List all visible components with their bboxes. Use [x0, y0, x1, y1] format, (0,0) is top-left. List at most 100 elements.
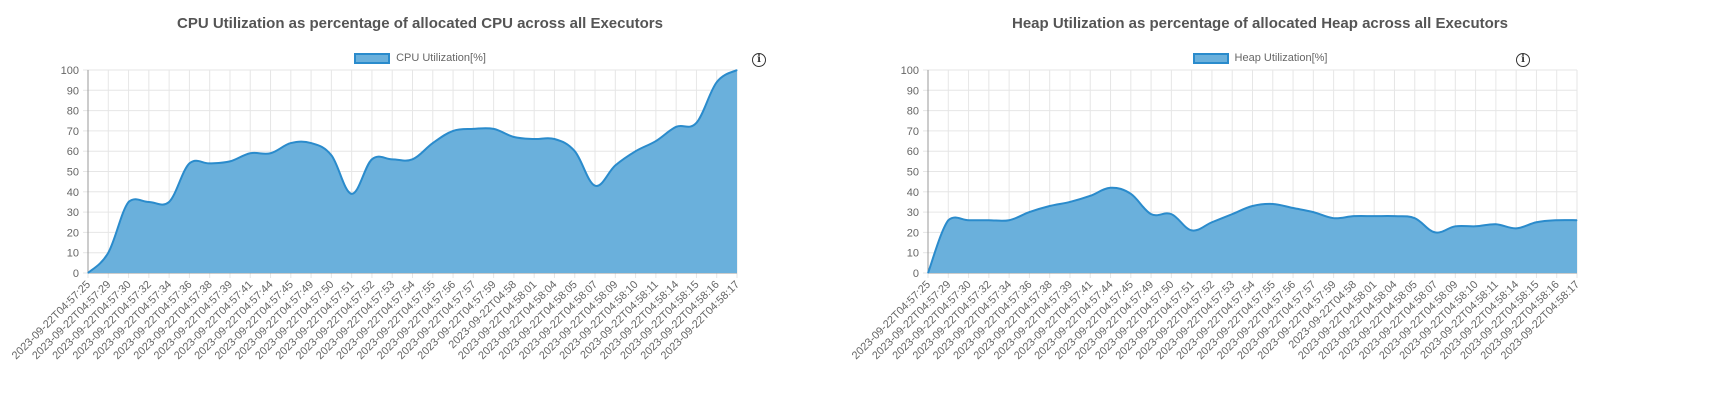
- data-point: [1434, 231, 1436, 233]
- y-tick-label: 20: [907, 227, 919, 239]
- data-point: [1110, 187, 1112, 189]
- data-point: [290, 142, 292, 144]
- data-point: [229, 160, 231, 162]
- chart-legend[interactable]: Heap Utilization[%]: [840, 52, 1680, 64]
- data-point: [553, 138, 555, 140]
- data-point: [1252, 205, 1253, 207]
- data-point: [594, 185, 596, 187]
- data-point: [1312, 211, 1314, 213]
- legend-label: Heap Utilization[%]: [1234, 52, 1328, 64]
- data-point: [1089, 195, 1091, 197]
- data-point: [1028, 211, 1030, 213]
- y-tick-label: 100: [901, 65, 919, 77]
- y-tick-label: 60: [67, 146, 79, 158]
- data-point: [1393, 215, 1395, 217]
- data-point: [1475, 225, 1477, 227]
- data-point: [1272, 203, 1274, 205]
- data-point: [1191, 229, 1193, 231]
- data-point: [533, 138, 535, 140]
- data-points: [927, 187, 1578, 274]
- chart-title: CPU Utilization as percentage of allocat…: [177, 15, 663, 32]
- chart-title: Heap Utilization as percentage of alloca…: [1011, 15, 1508, 32]
- data-point: [614, 164, 616, 166]
- data-point: [927, 272, 929, 274]
- info-icon[interactable]: i: [1516, 53, 1530, 67]
- data-point: [947, 219, 949, 221]
- data-point: [1535, 221, 1537, 223]
- data-point: [1150, 213, 1152, 215]
- data-point: [209, 162, 211, 164]
- data-point: [1576, 219, 1578, 221]
- data-point: [1170, 213, 1172, 215]
- data-point: [87, 272, 89, 274]
- data-point: [675, 126, 677, 128]
- data-point: [310, 142, 312, 144]
- info-icon[interactable]: i: [752, 53, 766, 67]
- data-points: [87, 69, 738, 274]
- data-point: [249, 152, 251, 154]
- y-tick-label: 10: [67, 248, 79, 260]
- data-point: [716, 81, 718, 83]
- y-tick-label: 10: [907, 248, 919, 260]
- data-point: [968, 219, 970, 221]
- legend-label: CPU Utilization[%]: [396, 52, 486, 64]
- heap-chart-panel: Heap Utilization as percentage of alloca…: [840, 0, 1680, 404]
- y-tick-label: 90: [907, 85, 919, 97]
- y-tick-label: 0: [73, 268, 79, 280]
- data-point: [1231, 213, 1233, 215]
- y-tick-label: 50: [907, 167, 919, 179]
- series-area: [928, 187, 1577, 273]
- data-point: [330, 154, 332, 156]
- legend-swatch: [354, 52, 391, 64]
- y-tick-label: 30: [67, 207, 79, 219]
- data-point: [1515, 227, 1517, 229]
- y-tick-label: 70: [907, 126, 919, 138]
- data-point: [1556, 219, 1558, 221]
- y-tick-label: 40: [67, 187, 79, 199]
- data-point: [574, 150, 576, 152]
- chart-legend[interactable]: CPU Utilization[%]: [0, 52, 840, 64]
- y-tick-label: 50: [67, 167, 79, 179]
- data-point: [412, 158, 413, 160]
- y-tick-label: 70: [67, 126, 79, 138]
- y-tick-label: 30: [907, 207, 919, 219]
- y-tick-label: 90: [67, 85, 79, 97]
- data-point: [188, 162, 190, 164]
- data-point: [168, 201, 170, 203]
- data-point: [1454, 225, 1456, 227]
- y-tick-label: 80: [907, 106, 919, 118]
- data-point: [432, 142, 434, 144]
- cpu-chart-panel: CPU Utilization as percentage of allocat…: [0, 0, 840, 404]
- data-point: [128, 201, 130, 203]
- data-point: [1069, 201, 1071, 203]
- y-tick-label: 0: [913, 268, 919, 280]
- y-tick-label: 20: [67, 227, 79, 239]
- y-tick-label: 40: [907, 187, 919, 199]
- data-point: [371, 158, 373, 160]
- legend-swatch: [1192, 52, 1229, 64]
- grid: 01020304050607080901002023-09-22T04:57:2…: [850, 65, 1582, 362]
- data-point: [270, 152, 272, 154]
- data-point: [1353, 215, 1355, 217]
- data-point: [513, 136, 515, 138]
- y-tick-label: 100: [61, 65, 79, 77]
- data-point: [391, 158, 393, 160]
- data-point: [107, 252, 109, 254]
- data-point: [148, 201, 150, 203]
- data-point: [1211, 221, 1213, 223]
- cpu-plot-area: 01020304050607080901002023-09-22T04:57:2…: [10, 65, 742, 362]
- data-point: [988, 219, 990, 221]
- data-point: [635, 150, 637, 152]
- data-point: [493, 128, 495, 130]
- data-point: [1130, 193, 1132, 195]
- data-point: [1373, 215, 1375, 217]
- data-point: [452, 130, 454, 132]
- data-point: [1414, 217, 1416, 219]
- series-area: [88, 70, 737, 273]
- data-point: [351, 193, 353, 195]
- data-point: [736, 69, 738, 71]
- data-point: [695, 122, 697, 124]
- data-point: [1495, 223, 1497, 225]
- data-point: [1292, 207, 1294, 209]
- data-point: [1333, 217, 1335, 219]
